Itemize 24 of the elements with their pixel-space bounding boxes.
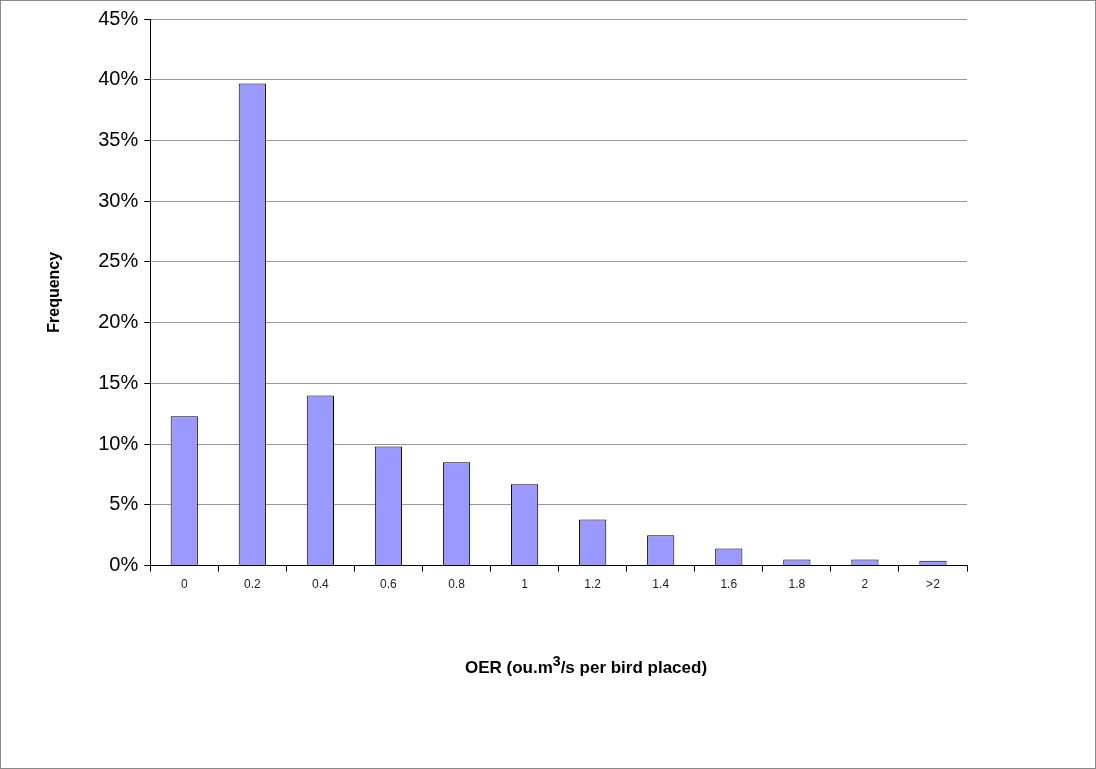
y-tick-label: 35% xyxy=(98,127,139,150)
y-tick-label: 10% xyxy=(98,431,139,454)
x-tick-label: 2 xyxy=(861,577,869,592)
y-tick-label: 0% xyxy=(109,553,139,576)
x-tick-label: 0.4 xyxy=(312,577,330,592)
y-tick-label: 25% xyxy=(98,249,139,272)
y-tick-label: 5% xyxy=(109,492,139,515)
x-tick-label: 1.8 xyxy=(788,577,806,592)
x-tick-label: 1.2 xyxy=(584,577,602,592)
y-tick-label: 20% xyxy=(98,310,139,333)
y-tick-label: 30% xyxy=(98,188,139,211)
y-tick-label: 15% xyxy=(98,370,139,393)
x-tick-label: >2 xyxy=(926,577,941,592)
y-tick-label: 40% xyxy=(98,67,139,90)
y-axis-title: Frequency xyxy=(45,251,63,333)
x-axis-title: OER (ou.m$^{3}$/s per bird placed) xyxy=(463,653,709,678)
y-tick-label: 45% xyxy=(98,6,139,29)
x-tick-label: 0.2 xyxy=(243,577,261,592)
x-tick-label: 1.4 xyxy=(652,577,670,592)
x-tick-label: 0.6 xyxy=(380,577,398,592)
x-tick-label: 0.8 xyxy=(448,577,466,592)
x-tick-label: 0 xyxy=(180,577,188,592)
x-tick-label: 1.6 xyxy=(720,577,738,592)
x-tick-label: 1 xyxy=(521,577,529,592)
